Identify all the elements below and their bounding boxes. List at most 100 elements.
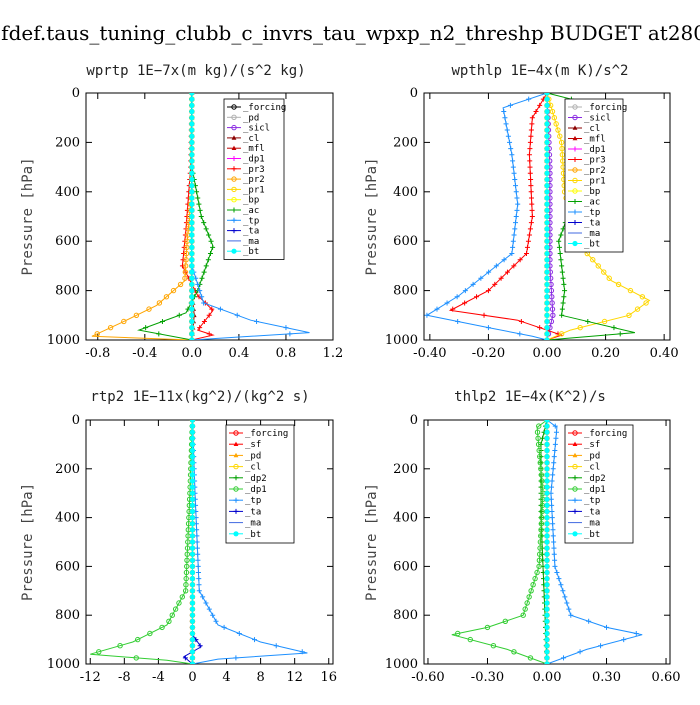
series-point-bt	[189, 189, 195, 195]
legend-entry: _cl	[245, 463, 261, 473]
series-point-pr3	[533, 109, 539, 115]
series-point-bt	[544, 643, 550, 649]
series-point-pr3	[529, 201, 535, 207]
series-point-bt	[544, 96, 550, 102]
series-point-tp	[470, 281, 476, 287]
series-point-bt	[544, 527, 550, 533]
legend-entry: _ta	[584, 507, 600, 517]
series-point-ac	[159, 318, 165, 324]
series-point-bt	[544, 158, 550, 164]
series-point-dp1	[539, 508, 545, 515]
series-point-dp1	[537, 551, 543, 557]
y-tick-label: 200	[55, 135, 80, 150]
series-point-dp1	[526, 594, 532, 600]
series-point-tp	[549, 478, 555, 484]
series-point-sicl	[549, 306, 556, 312]
series-point-tp	[552, 563, 558, 569]
series-point-pr3	[527, 146, 533, 152]
series-line-pr2	[91, 93, 193, 340]
series-point-tp	[551, 454, 557, 460]
series-point-dp1	[538, 527, 544, 533]
legend-entry: _tp	[584, 208, 600, 218]
series-point-tp	[507, 102, 513, 108]
series-point-bt	[189, 108, 195, 115]
series-point-dp1	[179, 594, 186, 600]
x-tick-label: 0.0	[182, 346, 203, 361]
series-point-dp1	[169, 612, 175, 618]
series-point-ac	[198, 214, 204, 219]
series-point-pr2	[182, 275, 188, 281]
series-point-bt	[544, 515, 550, 521]
series-point-bt	[544, 312, 550, 318]
legend: _forcing_sf_pd _cl_dp2_dp1_tp_ta _ma_bt	[225, 424, 295, 544]
series-point-bt	[544, 533, 550, 539]
series-point-tp	[513, 214, 519, 219]
series-point-bt	[544, 460, 550, 466]
series-point-dp1	[159, 624, 165, 631]
series-point-pr1	[643, 300, 649, 306]
series-point-tp	[510, 238, 516, 244]
series-point-dp1	[455, 630, 461, 637]
series-point-bt	[189, 472, 196, 478]
series-point-tp	[254, 318, 260, 324]
series-point-tp	[556, 576, 562, 582]
series-point-bt	[544, 244, 550, 250]
legend-marker	[572, 240, 578, 247]
series-point-tp	[552, 441, 558, 447]
series-point-pr3	[524, 244, 530, 250]
series-point-tp	[221, 624, 227, 630]
series-point-bt	[544, 594, 550, 600]
legend-entry: _pr3	[584, 156, 606, 166]
series-point-bt	[544, 441, 550, 447]
series-point-bt	[189, 288, 195, 294]
series-point-tp	[195, 570, 201, 575]
series-point-dp1	[135, 636, 141, 643]
series-point-bt	[189, 637, 196, 643]
series-point-bt	[544, 232, 550, 238]
series-line-dp1	[90, 420, 193, 664]
legend-marker	[572, 114, 578, 121]
series-point-tp	[485, 325, 491, 331]
series-point-bt	[544, 539, 550, 545]
series-point-pr1	[634, 306, 641, 312]
legend: _forcing_sicl_cl_mfl_dp1_pr3_pr2_pr1_bp_…	[564, 98, 627, 253]
series-point-pr3	[504, 269, 510, 275]
series-point-pr1	[553, 121, 559, 127]
series-point-ac	[143, 325, 149, 331]
series-point-ac	[611, 325, 617, 331]
series-point-ta	[182, 655, 188, 661]
series-point-pr3	[528, 195, 534, 201]
series-point-bt	[544, 521, 550, 527]
series-point-ac	[561, 281, 567, 287]
series-point-bt	[544, 569, 550, 576]
x-tick-label: 0	[188, 670, 196, 685]
series-point-bt	[189, 145, 195, 152]
series-point-bt	[189, 600, 196, 606]
x-tick-label: 0.4	[229, 346, 250, 361]
series-point-tp	[511, 232, 517, 238]
series-point-pr3	[537, 102, 543, 108]
series-point-pr1	[606, 275, 612, 281]
series-point-pr3	[529, 115, 535, 121]
legend-marker	[572, 463, 578, 470]
series-point-bt	[544, 490, 550, 496]
series-point-pr2	[146, 306, 152, 312]
series-point-tp	[558, 582, 564, 588]
y-tick-label: 600	[55, 559, 80, 574]
y-tick-label: 1000	[385, 333, 418, 348]
series-point-bt	[189, 238, 195, 244]
series-point-bt	[544, 226, 550, 232]
series-point-tp	[550, 466, 556, 472]
series-point-tp	[462, 288, 468, 294]
series-point-tp	[551, 551, 557, 557]
series-point-tp	[424, 312, 430, 318]
x-tick-label: 8	[256, 670, 264, 685]
series-point-bt	[189, 454, 196, 460]
series-point-bt	[189, 539, 196, 545]
series-point-bt	[189, 624, 196, 631]
series-point-dp1	[490, 643, 497, 649]
series-point-bt	[544, 563, 550, 570]
series-point-pr3	[518, 318, 524, 324]
series-point-bt	[544, 478, 550, 484]
series-point-dp1	[183, 575, 189, 582]
